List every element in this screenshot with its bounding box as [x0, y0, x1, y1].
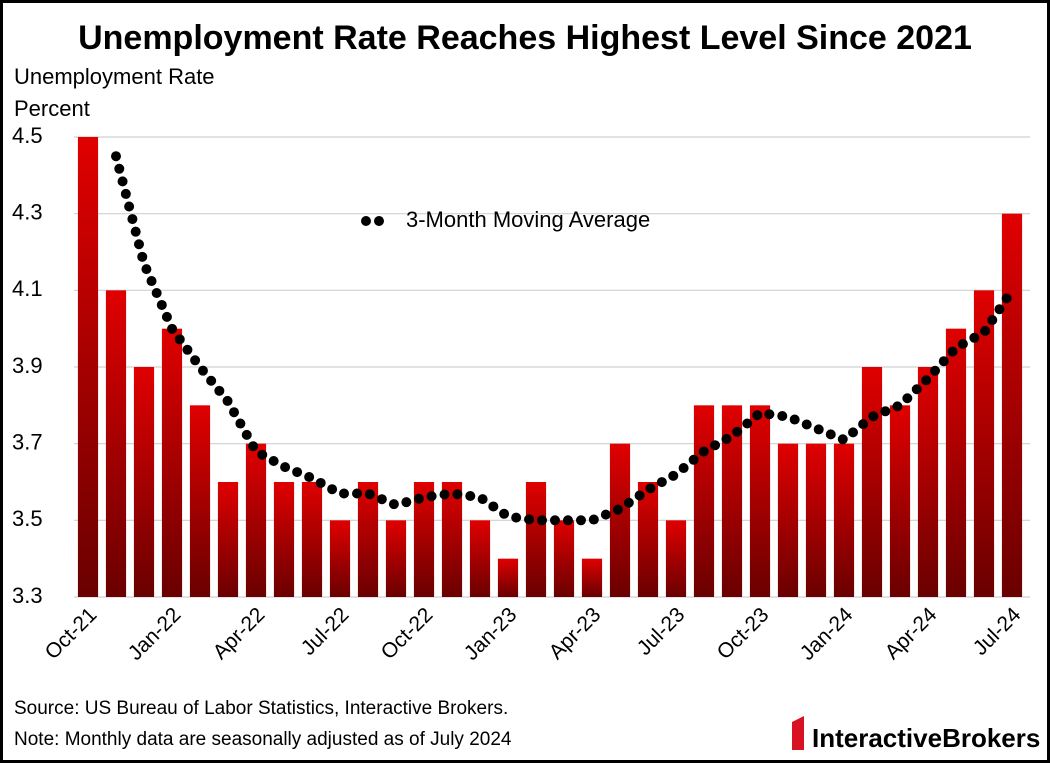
x-tick-label: Oct-23 [713, 603, 774, 664]
x-tick-label: Jul-24 [969, 603, 1026, 660]
x-tick-label: Jan-24 [796, 603, 858, 665]
y-tick-label: 3.3 [12, 583, 43, 608]
y-tick-label: 4.5 [12, 123, 43, 148]
bar [245, 443, 267, 597]
x-tick-label: Jan-22 [124, 603, 186, 665]
bar [749, 405, 771, 597]
x-tick-label: Apr-24 [881, 603, 942, 664]
y-axis-label: Percent [14, 96, 90, 121]
logo-icon [792, 716, 804, 750]
logo: InteractiveBrokers [792, 716, 1040, 753]
bar [665, 520, 687, 597]
bar [889, 405, 911, 597]
bar [693, 405, 715, 597]
bar [609, 443, 631, 597]
x-tick-label: Oct-22 [377, 603, 438, 664]
note: Note: Monthly data are seasonally adjust… [14, 729, 512, 750]
bar [973, 290, 995, 597]
x-tick-label: Jul-22 [297, 603, 354, 660]
legend-label: 3-Month Moving Average [406, 207, 650, 232]
bar [413, 482, 435, 597]
bar [833, 443, 855, 597]
moving-average-line [111, 151, 1017, 526]
bar [441, 482, 463, 597]
bar [189, 405, 211, 597]
bar [133, 367, 155, 597]
logo-text: InteractiveBrokers [812, 723, 1040, 753]
bar [945, 328, 967, 597]
bar [273, 482, 295, 597]
x-tick-label: Apr-23 [545, 603, 606, 664]
bar [637, 482, 659, 597]
x-tick-label: Apr-22 [209, 603, 270, 664]
bar [721, 405, 743, 597]
y-tick-label: 3.5 [12, 506, 43, 531]
bar [105, 290, 127, 597]
bar [777, 443, 799, 597]
bar [805, 443, 827, 597]
x-tick-label: Jul-23 [633, 603, 690, 660]
y-tick-label: 3.9 [12, 353, 43, 378]
bar [385, 520, 407, 597]
bar [581, 558, 603, 597]
source: Source: US Bureau of Labor Statistics, I… [14, 698, 508, 719]
bar [1001, 213, 1023, 597]
y-tick-label: 4.1 [12, 276, 43, 301]
x-tick-label: Jan-23 [460, 603, 522, 665]
bar [497, 558, 519, 597]
subtitle: Unemployment Rate [14, 64, 215, 89]
y-tick-label: 3.7 [12, 429, 43, 454]
chart-title: Unemployment Rate Reaches Highest Level … [78, 19, 972, 57]
bar [525, 482, 547, 597]
bar [357, 482, 379, 597]
bar [469, 520, 491, 597]
bar [553, 520, 575, 597]
bar [917, 367, 939, 597]
bar [217, 482, 239, 597]
bar [77, 137, 99, 597]
bar [861, 367, 883, 597]
x-tick-label: Oct-21 [41, 603, 102, 664]
bar [329, 520, 351, 597]
y-tick-label: 4.3 [12, 199, 43, 224]
bar [301, 482, 323, 597]
bar [161, 328, 183, 597]
